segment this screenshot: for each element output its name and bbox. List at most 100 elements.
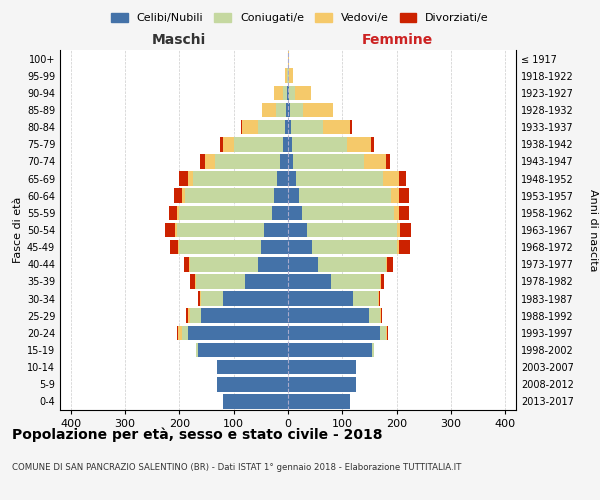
Bar	[383, 172, 399, 186]
Bar	[199, 292, 200, 306]
Bar	[190, 308, 201, 323]
Bar	[288, 394, 350, 408]
Bar	[400, 222, 410, 238]
Text: Maschi: Maschi	[151, 32, 206, 46]
Bar	[274, 188, 288, 203]
Bar	[288, 342, 372, 357]
Bar	[382, 274, 384, 288]
Bar	[175, 222, 177, 238]
Bar	[299, 188, 391, 203]
Bar	[286, 102, 288, 118]
Bar	[353, 292, 377, 306]
Bar	[303, 102, 333, 118]
Bar	[399, 172, 406, 186]
Bar	[397, 240, 399, 254]
Bar	[350, 120, 352, 134]
Bar	[370, 308, 380, 323]
Bar	[394, 206, 399, 220]
Bar	[288, 326, 380, 340]
Bar	[178, 326, 182, 340]
Bar	[288, 137, 292, 152]
Bar	[245, 274, 288, 288]
Bar	[288, 120, 291, 134]
Bar	[200, 292, 201, 306]
Bar	[187, 308, 188, 323]
Bar	[169, 206, 177, 220]
Bar	[288, 308, 370, 323]
Bar	[386, 257, 388, 272]
Bar	[223, 292, 288, 306]
Bar	[288, 188, 299, 203]
Bar	[188, 172, 193, 186]
Bar	[193, 172, 277, 186]
Text: COMUNE DI SAN PANCRAZIO SALENTINO (BR) - Dati ISTAT 1° gennaio 2018 - Elaborazio: COMUNE DI SAN PANCRAZIO SALENTINO (BR) -…	[12, 464, 461, 472]
Bar	[177, 222, 263, 238]
Bar	[290, 102, 303, 118]
Bar	[201, 308, 288, 323]
Bar	[288, 86, 289, 100]
Bar	[372, 342, 374, 357]
Bar	[178, 240, 179, 254]
Bar	[223, 137, 234, 152]
Y-axis label: Anni di nascita: Anni di nascita	[587, 188, 598, 271]
Bar	[371, 137, 374, 152]
Bar	[283, 86, 287, 100]
Bar	[388, 257, 393, 272]
Bar	[217, 377, 288, 392]
Bar	[288, 240, 313, 254]
Bar	[263, 222, 288, 238]
Bar	[313, 240, 397, 254]
Bar	[280, 154, 288, 168]
Bar	[292, 137, 347, 152]
Bar	[182, 326, 188, 340]
Bar	[201, 292, 223, 306]
Bar	[170, 240, 178, 254]
Bar	[217, 360, 288, 374]
Bar	[184, 257, 189, 272]
Bar	[399, 206, 409, 220]
Text: Femmine: Femmine	[362, 32, 433, 46]
Bar	[386, 326, 388, 340]
Bar	[185, 188, 274, 203]
Bar	[399, 240, 410, 254]
Bar	[288, 292, 353, 306]
Bar	[275, 102, 286, 118]
Bar	[318, 257, 386, 272]
Bar	[288, 68, 289, 83]
Bar	[196, 274, 245, 288]
Bar	[287, 68, 288, 83]
Bar	[288, 222, 307, 238]
Bar	[399, 188, 409, 203]
Bar	[380, 308, 382, 323]
Bar	[174, 188, 182, 203]
Bar	[285, 120, 288, 134]
Bar	[302, 206, 394, 220]
Bar	[293, 154, 364, 168]
Bar	[215, 154, 280, 168]
Bar	[274, 86, 283, 100]
Bar	[223, 394, 288, 408]
Bar	[288, 274, 331, 288]
Bar	[166, 222, 175, 238]
Bar	[277, 172, 288, 186]
Bar	[200, 154, 205, 168]
Bar	[258, 257, 288, 272]
Bar	[190, 274, 194, 288]
Bar	[182, 188, 185, 203]
Bar	[194, 274, 196, 288]
Bar	[283, 137, 288, 152]
Bar	[205, 154, 215, 168]
Bar	[261, 240, 288, 254]
Bar	[196, 342, 199, 357]
Bar	[347, 137, 371, 152]
Bar	[189, 257, 190, 272]
Legend: Celibi/Nubili, Coniugati/e, Vedovi/e, Divorziati/e: Celibi/Nubili, Coniugati/e, Vedovi/e, Di…	[107, 8, 493, 28]
Bar	[397, 222, 400, 238]
Bar	[377, 292, 379, 306]
Bar	[386, 154, 390, 168]
Bar	[289, 86, 295, 100]
Bar	[262, 102, 275, 118]
Bar	[179, 206, 272, 220]
Bar	[379, 292, 380, 306]
Bar	[179, 172, 188, 186]
